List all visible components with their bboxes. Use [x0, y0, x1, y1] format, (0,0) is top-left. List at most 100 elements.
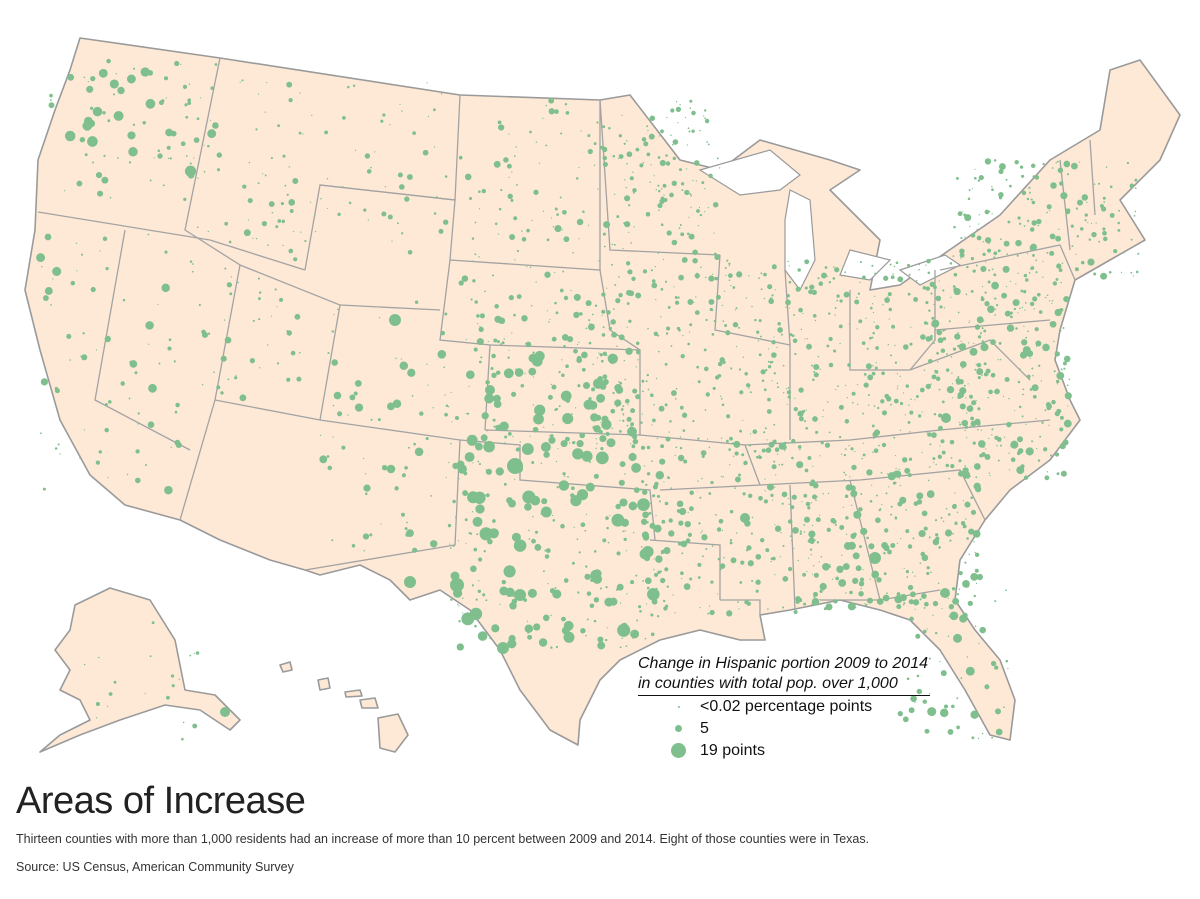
- county-dot: [543, 451, 550, 458]
- county-dot: [274, 288, 277, 291]
- county-dot: [602, 232, 606, 236]
- county-dot: [508, 499, 516, 508]
- county-dot: [657, 156, 661, 159]
- county-dot: [690, 206, 692, 209]
- county-dot: [861, 275, 866, 280]
- county-dot: [928, 466, 931, 468]
- county-dot: [1059, 415, 1064, 420]
- county-dot: [734, 451, 739, 456]
- county-dot: [1032, 394, 1037, 399]
- county-dot: [476, 314, 480, 318]
- county-dot: [819, 582, 827, 591]
- county-dot: [755, 579, 761, 585]
- county-dot: [722, 476, 724, 478]
- county-dot: [985, 448, 987, 450]
- county-dot: [952, 597, 960, 605]
- county-dot: [397, 172, 403, 178]
- county-dot: [654, 572, 659, 577]
- county-dot: [768, 298, 775, 305]
- county-dot: [1060, 368, 1063, 370]
- county-dot: [478, 208, 481, 210]
- county-dot: [187, 101, 192, 105]
- county-dot: [978, 223, 980, 225]
- county-dot: [1010, 440, 1019, 449]
- county-dot: [721, 529, 724, 532]
- county-dot: [898, 468, 900, 470]
- county-dot: [538, 162, 541, 164]
- county-dot: [930, 292, 933, 295]
- county-dot: [625, 186, 628, 189]
- county-dot: [474, 300, 478, 304]
- county-dot: [602, 538, 607, 543]
- county-dot: [596, 121, 599, 124]
- county-dot: [468, 532, 471, 535]
- county-dot: [738, 368, 742, 371]
- county-dot: [978, 484, 980, 486]
- county-dot: [970, 496, 973, 500]
- county-dot: [875, 346, 879, 350]
- county-dot: [921, 411, 923, 413]
- county-dot: [681, 552, 684, 555]
- county-dot: [983, 329, 987, 333]
- county-dot: [207, 129, 217, 139]
- county-dot: [618, 293, 623, 298]
- county-dot: [849, 476, 851, 478]
- county-dot: [1014, 159, 1019, 165]
- county-dot: [394, 486, 399, 491]
- county-dot: [833, 266, 835, 268]
- county-dot: [653, 568, 655, 571]
- county-dot: [98, 450, 103, 454]
- county-dot: [593, 164, 596, 166]
- county-dot: [1046, 405, 1052, 411]
- county-dot: [828, 336, 833, 342]
- county-dot: [551, 384, 557, 390]
- county-dot: [841, 554, 843, 556]
- county-dot: [1068, 378, 1071, 381]
- county-dot: [298, 131, 302, 135]
- county-dot: [979, 626, 986, 634]
- county-dot: [92, 106, 103, 117]
- county-dot: [478, 463, 482, 466]
- county-dot: [844, 384, 847, 387]
- county-dot: [935, 295, 942, 302]
- county-dot: [866, 347, 869, 350]
- county-dot: [521, 315, 528, 322]
- county-dot: [538, 638, 548, 647]
- county-dot: [843, 453, 847, 457]
- county-dot: [635, 147, 640, 152]
- county-dot: [907, 544, 913, 549]
- county-dot: [989, 474, 991, 477]
- county-dot: [492, 418, 496, 422]
- county-dot: [680, 182, 685, 186]
- county-dot: [601, 415, 609, 423]
- county-dot: [552, 225, 555, 228]
- county-dot: [896, 373, 899, 375]
- county-dot: [928, 536, 931, 539]
- county-dot: [568, 442, 571, 444]
- county-dot: [842, 506, 844, 508]
- county-dot: [677, 454, 685, 462]
- county-dot: [1030, 198, 1033, 201]
- county-dot: [1038, 310, 1043, 314]
- county-dot: [728, 273, 733, 278]
- county-dot: [532, 351, 535, 354]
- county-dot: [717, 593, 719, 595]
- county-dot: [815, 430, 819, 434]
- county-dot: [689, 193, 692, 196]
- county-dot: [438, 228, 444, 234]
- county-dot: [774, 525, 782, 532]
- county-dot: [1099, 204, 1104, 208]
- county-dot: [414, 447, 424, 457]
- county-dot: [796, 461, 804, 469]
- county-dot: [896, 542, 899, 545]
- county-dot: [725, 274, 727, 277]
- county-dot: [968, 321, 970, 324]
- county-dot: [772, 556, 776, 561]
- county-dot: [703, 211, 706, 213]
- county-dot: [949, 262, 953, 265]
- county-dot: [949, 439, 955, 445]
- county-dot: [912, 537, 915, 540]
- county-dot: [918, 530, 926, 538]
- county-dot: [337, 411, 343, 417]
- county-dot: [1025, 278, 1029, 282]
